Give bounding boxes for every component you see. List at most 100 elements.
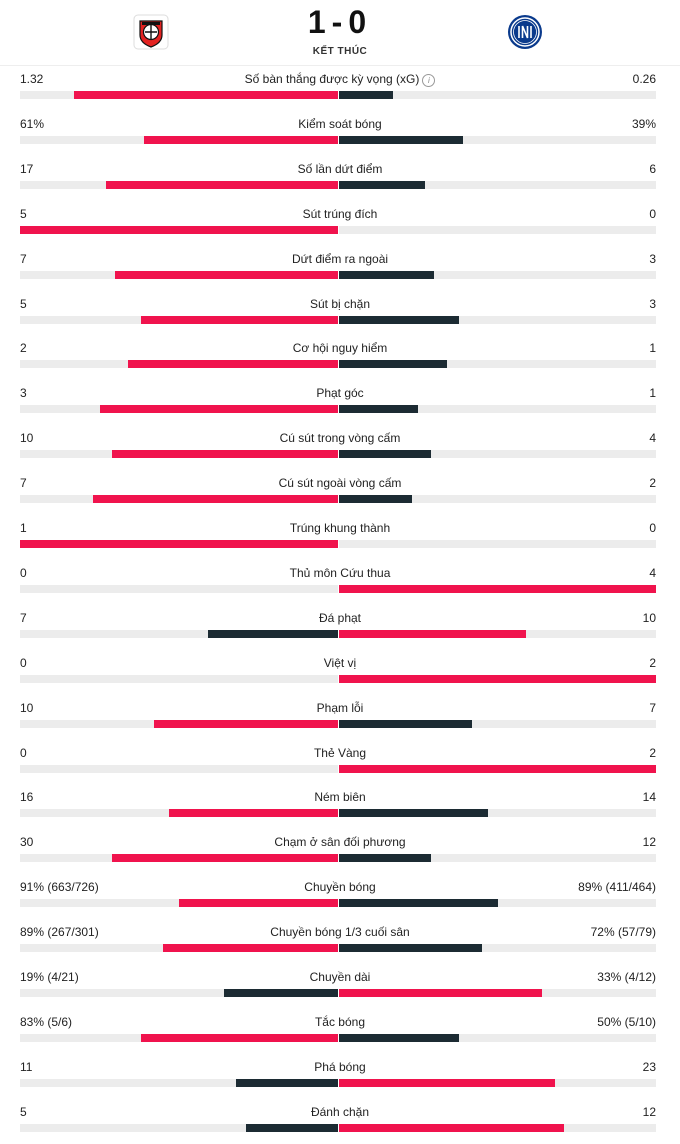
stat-label: Số lần dứt điểm	[0, 162, 680, 176]
stat-label: Việt vị	[0, 656, 680, 670]
home-bar-track	[20, 584, 338, 593]
stat-label-text: Ném biên	[314, 790, 366, 805]
stat-label-text: Sút trúng đích	[302, 206, 378, 221]
home-value: 7	[20, 476, 27, 491]
away-bar-track	[339, 989, 656, 997]
stat-row: 10 Cú sút trong vòng cấm 4	[0, 425, 680, 470]
stat-label-text: Số lần dứt điểm	[297, 161, 383, 176]
away-bar-fill	[339, 989, 542, 997]
home-value: 5	[20, 206, 27, 221]
stat-row: 7 Dứt điểm ra ngoài 3	[0, 246, 680, 291]
away-bar-fill	[339, 809, 488, 818]
away-value: 14	[642, 790, 656, 805]
stat-label-text: Việt vị	[323, 655, 357, 670]
home-bar-track	[20, 989, 338, 997]
away-bar-fill	[339, 270, 435, 279]
away-bar-track	[339, 764, 656, 773]
info-icon[interactable]: i	[422, 74, 436, 87]
home-value: 3	[20, 386, 27, 401]
stat-row: 5 Sút trúng đích 0	[0, 201, 680, 246]
home-bar-track	[20, 1078, 338, 1087]
stat-label-text: Số bàn thắng được kỳ vọng (xG)	[244, 72, 420, 86]
home-bar-track	[20, 270, 338, 279]
stat-row: 0 Thủ môn Cứu thua 4	[0, 560, 680, 605]
home-bar-track	[20, 899, 338, 908]
away-bar-fill	[339, 719, 473, 728]
away-value: 50% (5/10)	[597, 1014, 656, 1029]
home-bar-fill	[20, 225, 338, 234]
stat-label-text: Dứt điểm ra ngoài	[291, 251, 389, 266]
away-bar-fill	[339, 405, 419, 414]
stat-row: 2 Cơ hội nguy hiểm 1	[0, 335, 680, 380]
away-value: 3	[649, 251, 656, 266]
away-bar-fill	[339, 1123, 565, 1132]
home-value: 1	[20, 521, 27, 535]
stat-label-text: Cú sút ngoài vòng cấm	[278, 476, 402, 491]
home-value: 61%	[20, 116, 45, 131]
stat-row: 5 Sút bị chặn 3	[0, 291, 680, 336]
away-value: 33% (4/12)	[597, 970, 656, 984]
home-bar-track	[20, 360, 338, 369]
away-bar-track	[339, 180, 656, 189]
stat-label: Thẻ Vàng	[0, 746, 680, 760]
away-value: 4	[649, 431, 656, 446]
stat-label: Chuyền bóng	[0, 880, 680, 894]
away-bar-track	[339, 719, 656, 728]
stat-label-text: Chuyền bóng	[304, 880, 376, 895]
stat-label-text: Phạt góc	[316, 386, 364, 401]
home-bar-track	[20, 1123, 338, 1132]
away-bar-track	[339, 899, 656, 908]
home-bar-track	[20, 1033, 338, 1042]
stat-row: 1 Trúng khung thành 0	[0, 515, 680, 560]
bayer-leverkusen-crest-icon[interactable]	[131, 12, 171, 52]
home-bar-fill	[74, 91, 338, 99]
away-value: 89% (411/464)	[578, 880, 656, 895]
away-value: 72% (57/79)	[590, 925, 656, 940]
stat-label-text: Chuyền dài	[309, 970, 371, 984]
away-bar-track	[339, 540, 656, 548]
away-value: 6	[649, 161, 656, 176]
stat-label-text: Chạm ở sân đối phương	[274, 835, 406, 850]
away-bar-track	[339, 315, 656, 324]
stat-label: Cú sút ngoài vòng cấm	[0, 476, 680, 490]
stat-label: Phạt góc	[0, 386, 680, 400]
away-value: 1	[649, 386, 656, 401]
home-bar-fill	[223, 989, 338, 997]
away-bar-fill	[339, 450, 431, 459]
inter-milan-crest-icon[interactable]	[505, 12, 545, 52]
home-bar-fill	[99, 405, 338, 414]
away-value: 0.26	[632, 72, 656, 86]
stat-label-text: Phạm lỗi	[316, 700, 364, 715]
away-bar-fill	[339, 1078, 555, 1087]
away-value: 0	[649, 206, 656, 221]
stat-row: 91% (663/726) Chuyền bóng 89% (411/464)	[0, 874, 680, 919]
stat-row: 61% Kiểm soát bóng 39%	[0, 111, 680, 156]
stat-label: Sút bị chặn	[0, 297, 680, 311]
home-bar-track	[20, 225, 338, 234]
stat-row: 30 Chạm ở sân đối phương 12	[0, 829, 680, 874]
away-bar-track	[339, 450, 656, 459]
away-bar-track	[339, 135, 656, 144]
away-value: 0	[649, 521, 656, 535]
home-bar-track	[20, 809, 338, 818]
stat-label: Đá phạt	[0, 611, 680, 625]
stat-label-text: Đá phạt	[318, 610, 362, 625]
away-bar-fill	[339, 854, 431, 863]
stat-row: 7 Đá phạt 10	[0, 605, 680, 650]
away-bar-fill	[339, 584, 656, 593]
home-bar-track	[20, 854, 338, 863]
stat-label: Tắc bóng	[0, 1015, 680, 1029]
away-value: 2	[649, 655, 656, 670]
home-value: 17	[20, 161, 34, 176]
stat-label: Trúng khung thành	[0, 521, 680, 535]
away-bar-track	[339, 584, 656, 593]
home-value: 0	[20, 655, 27, 670]
stat-row: 3 Phạt góc 1	[0, 380, 680, 425]
match-header: 1-0 KẾT THÚC	[0, 0, 680, 66]
header-divider	[0, 65, 680, 66]
home-value: 19% (4/21)	[20, 970, 79, 984]
home-value: 30	[20, 835, 34, 850]
stat-label: Đánh chặn	[0, 1105, 680, 1119]
away-bar-fill	[339, 764, 656, 773]
home-bar-track	[20, 719, 338, 728]
